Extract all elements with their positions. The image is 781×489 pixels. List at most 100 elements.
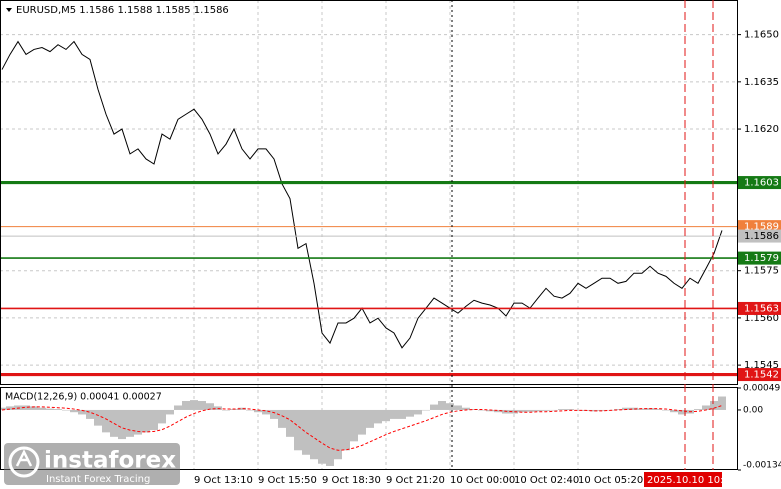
macd-bar: [718, 396, 726, 410]
macd-bar: [374, 409, 382, 424]
macd-bar: [94, 409, 102, 426]
macd-bar: [158, 409, 166, 424]
macd-bar: [694, 409, 702, 410]
y-tick-label: 1.1575: [744, 266, 779, 277]
symbol-legend: EURUSD,M5 1.1586 1.1588 1.1585 1.1586: [16, 5, 229, 16]
y-tick-label: 1.1560: [744, 313, 779, 324]
y-tick-label: -0.00134: [743, 461, 781, 471]
macd-bar: [678, 409, 686, 415]
macd-bar: [38, 407, 46, 410]
macd-bar: [590, 409, 598, 412]
macd-bar: [254, 409, 262, 413]
macd-bar: [526, 409, 534, 412]
macd-bar: [494, 409, 502, 413]
macd-bar: [286, 409, 294, 437]
y-tick-label: 1.1650: [744, 30, 779, 41]
level-label: 1.1579: [744, 253, 779, 264]
level-label: 1.1542: [744, 370, 779, 381]
level-label: 1.1563: [744, 303, 779, 314]
macd-panel-frame: [0, 387, 738, 470]
logo-bg: [4, 443, 180, 485]
macd-bar: [302, 409, 310, 455]
macd-bar: [6, 406, 14, 410]
macd-bar: [62, 409, 70, 411]
macd-bar: [318, 409, 326, 464]
macd-bar: [462, 407, 470, 410]
macd-bar: [54, 409, 62, 410]
macd-bar: [270, 409, 278, 419]
macd-bar: [134, 409, 142, 435]
macd-bar: [238, 407, 246, 410]
macd-bar: [206, 403, 214, 410]
x-tick-label: 9 Oct 15:50: [258, 475, 317, 486]
plot-area: [0, 0, 738, 470]
macd-bar: [78, 409, 86, 415]
macd-bar: [102, 409, 110, 433]
level-label: 1.1603: [744, 178, 779, 189]
macd-bar: [326, 409, 334, 466]
x-tick-label: 10 Oct 05:20: [578, 475, 643, 486]
macd-bar: [262, 409, 270, 415]
macd-bar: [430, 404, 438, 410]
macd-bar: [358, 409, 366, 435]
x-tick-label: 9 Oct 13:10: [194, 475, 253, 486]
macd-bar: [142, 409, 150, 433]
macd-bar: [710, 400, 718, 410]
macd-bar: [422, 409, 430, 411]
level-label-bg: [738, 229, 781, 243]
macd-bar: [382, 409, 390, 422]
macd-bar: [574, 409, 582, 411]
macd-bar: [510, 409, 518, 414]
macd-bar: [334, 409, 342, 460]
macd-title: MACD(12,26,9) 0.00041 0.00027: [5, 392, 162, 403]
macd-bar: [670, 409, 678, 413]
macd-bar: [294, 409, 302, 451]
level-label-bg: [738, 176, 781, 190]
macd-bar: [22, 405, 30, 410]
macd-bar: [518, 409, 526, 413]
macd-bar: [630, 407, 638, 410]
macd-bar: [662, 409, 670, 411]
y-tick-label: 1.1620: [744, 124, 779, 135]
level-label-bg: [738, 251, 781, 265]
logo-brand: instaforex: [44, 448, 176, 474]
macd-bar: [446, 403, 454, 410]
macd-bar: [638, 408, 646, 410]
level-label: 1.1586: [744, 231, 779, 242]
macd-bar: [182, 400, 190, 410]
macd-bar: [126, 409, 134, 437]
y-tick-label: 0.00049: [743, 384, 780, 394]
price-panel-frame: [0, 0, 738, 385]
macd-bar: [414, 409, 422, 415]
macd-bar: [390, 409, 398, 419]
macd-bar: [0, 407, 6, 410]
macd-bar: [566, 409, 574, 410]
macd-bar: [310, 409, 318, 460]
macd-bar: [174, 405, 182, 410]
dropdown-icon: [6, 8, 12, 12]
x-tick-label: 10 Oct 02:40: [514, 475, 579, 486]
macd-bar: [30, 406, 38, 410]
macd-bar: [150, 409, 158, 431]
y-tick-label: 0.00: [743, 405, 763, 415]
macd-bar: [198, 400, 206, 410]
macd-bar: [70, 409, 78, 413]
macd-bar: [86, 409, 94, 419]
x-tick-label: 9 Oct 21:20: [386, 475, 445, 486]
macd-bar: [534, 409, 542, 412]
macd-bar: [278, 409, 286, 428]
x-tick-label: 9 Oct 18:30: [322, 475, 381, 486]
macd-bar: [454, 405, 462, 410]
logo-icon: [8, 446, 40, 478]
labels: 1.1650 1.1635 1.1620 1.1575 1.1560 1.1545 9 Oc…: [194, 30, 781, 486]
macd-bar: [486, 409, 494, 412]
macd-bar: [350, 409, 358, 442]
macd-bar: [478, 409, 486, 411]
cursor-label-bg: [644, 472, 722, 487]
level-label-bg: [738, 368, 781, 382]
macd-bar: [118, 409, 126, 440]
macd-bar: [702, 405, 710, 410]
macd-bar: [622, 407, 630, 410]
macd-bar: [438, 400, 446, 410]
